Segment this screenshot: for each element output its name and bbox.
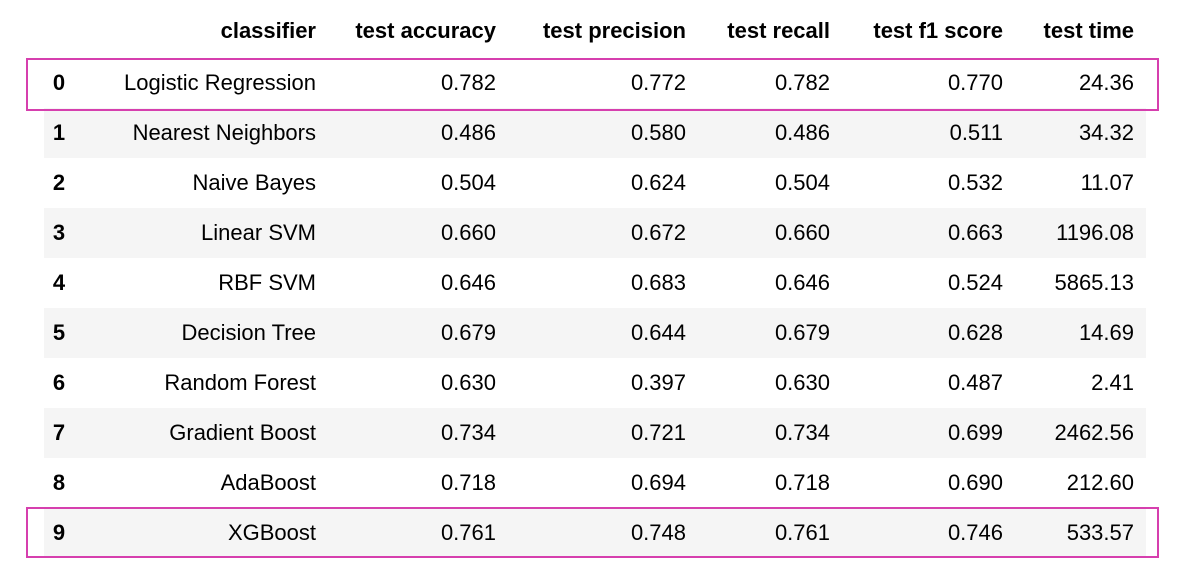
test-accuracy-cell: 0.782 bbox=[440, 70, 496, 95]
table-body: 0 Logistic Regression 0.782 0.772 0.782 0.770… bbox=[44, 58, 1146, 558]
classifier-cell: Gradient Boost bbox=[169, 420, 316, 445]
test-time-cell: 2462.56 bbox=[1054, 420, 1134, 445]
classifier-cell: AdaBoost bbox=[220, 470, 316, 495]
table-row: 6 Random Forest 0.630 0.397 0.630 0.487 2.41 bbox=[44, 358, 1146, 408]
test-recall-cell: 0.761 bbox=[774, 520, 830, 545]
test-accuracy-cell: 0.504 bbox=[440, 170, 496, 195]
test-recall-cell: 0.718 bbox=[774, 470, 830, 495]
test-precision-cell: 0.772 bbox=[630, 70, 686, 95]
row-index: 1 bbox=[52, 120, 66, 145]
test-accuracy-cell: 0.660 bbox=[440, 220, 496, 245]
classifier-cell: Logistic Regression bbox=[124, 70, 316, 95]
test-precision-cell: 0.683 bbox=[630, 270, 686, 295]
row-index: 9 bbox=[52, 520, 66, 545]
test-recall-cell: 0.486 bbox=[774, 120, 830, 145]
header-classifier: classifier bbox=[220, 18, 316, 43]
table-row: 0 Logistic Regression 0.782 0.772 0.782 0.770… bbox=[44, 58, 1146, 108]
row-index: 4 bbox=[52, 270, 66, 295]
table-row: 8 AdaBoost 0.718 0.694 0.718 0.690 212.60 bbox=[44, 458, 1146, 508]
row-index: 6 bbox=[52, 370, 66, 395]
test-precision-cell: 0.721 bbox=[630, 420, 686, 445]
row-index: 5 bbox=[52, 320, 66, 345]
header-test-f1-score: test f1 score bbox=[873, 18, 1003, 43]
test-time-cell: 2.41 bbox=[1091, 370, 1134, 395]
results-table: classifier test accuracy test precision … bbox=[44, 8, 1146, 558]
test-f1-score-cell: 0.663 bbox=[947, 220, 1003, 245]
test-f1-score-cell: 0.699 bbox=[947, 420, 1003, 445]
test-recall-cell: 0.646 bbox=[774, 270, 830, 295]
classifier-cell: Random Forest bbox=[164, 370, 316, 395]
table-row: 9 XGBoost 0.761 0.748 0.761 0.746 533.57 bbox=[44, 508, 1146, 558]
header-test-precision: test precision bbox=[542, 18, 686, 43]
table-row: 5 Decision Tree 0.679 0.644 0.679 0.628 14.69 bbox=[44, 308, 1146, 358]
test-f1-score-cell: 0.690 bbox=[947, 470, 1003, 495]
test-recall-cell: 0.630 bbox=[774, 370, 830, 395]
test-f1-score-cell: 0.524 bbox=[947, 270, 1003, 295]
test-accuracy-cell: 0.679 bbox=[440, 320, 496, 345]
test-precision-cell: 0.672 bbox=[630, 220, 686, 245]
test-f1-score-cell: 0.532 bbox=[947, 170, 1003, 195]
test-time-cell: 1196.08 bbox=[1056, 220, 1134, 245]
test-f1-score-cell: 0.746 bbox=[947, 520, 1003, 545]
test-precision-cell: 0.694 bbox=[630, 470, 686, 495]
table-row: 3 Linear SVM 0.660 0.672 0.660 0.663 1196.08 bbox=[44, 208, 1146, 258]
test-recall-cell: 0.734 bbox=[774, 420, 830, 445]
test-accuracy-cell: 0.718 bbox=[440, 470, 496, 495]
table-header-row: classifier test accuracy test precision … bbox=[44, 8, 1146, 58]
test-time-cell: 212.60 bbox=[1066, 470, 1134, 495]
test-f1-score-cell: 0.487 bbox=[947, 370, 1003, 395]
test-time-cell: 533.57 bbox=[1066, 520, 1134, 545]
header-test-accuracy: test accuracy bbox=[355, 18, 496, 43]
test-time-cell: 5865.13 bbox=[1054, 270, 1134, 295]
test-precision-cell: 0.748 bbox=[630, 520, 686, 545]
test-time-cell: 11.07 bbox=[1080, 170, 1134, 195]
header-test-time: test time bbox=[1043, 18, 1134, 43]
row-index: 7 bbox=[52, 420, 66, 445]
test-recall-cell: 0.504 bbox=[774, 170, 830, 195]
header-test-recall: test recall bbox=[727, 18, 830, 43]
test-time-cell: 14.69 bbox=[1078, 320, 1134, 345]
table-row: 1 Nearest Neighbors 0.486 0.580 0.486 0.511 34… bbox=[44, 108, 1146, 158]
test-precision-cell: 0.624 bbox=[630, 170, 686, 195]
table-row: 2 Naive Bayes 0.504 0.624 0.504 0.532 11.07 bbox=[44, 158, 1146, 208]
test-f1-score-cell: 0.511 bbox=[949, 120, 1003, 145]
classifier-cell: Decision Tree bbox=[181, 320, 316, 345]
test-precision-cell: 0.580 bbox=[630, 120, 686, 145]
test-precision-cell: 0.644 bbox=[630, 320, 686, 345]
test-accuracy-cell: 0.486 bbox=[440, 120, 496, 145]
classifier-cell: XGBoost bbox=[227, 520, 316, 545]
test-recall-cell: 0.679 bbox=[774, 320, 830, 345]
table-row: 7 Gradient Boost 0.734 0.721 0.734 0.699 2462.… bbox=[44, 408, 1146, 458]
test-accuracy-cell: 0.734 bbox=[440, 420, 496, 445]
test-accuracy-cell: 0.646 bbox=[440, 270, 496, 295]
classifier-cell: RBF SVM bbox=[218, 270, 316, 295]
test-f1-score-cell: 0.770 bbox=[947, 70, 1003, 95]
classifier-cell: Linear SVM bbox=[201, 220, 316, 245]
test-precision-cell: 0.397 bbox=[630, 370, 686, 395]
test-recall-cell: 0.660 bbox=[774, 220, 830, 245]
row-index: 3 bbox=[52, 220, 66, 245]
classifier-cell: Nearest Neighbors bbox=[132, 120, 316, 145]
table-row: 4 RBF SVM 0.646 0.683 0.646 0.524 5865.13 bbox=[44, 258, 1146, 308]
test-recall-cell: 0.782 bbox=[774, 70, 830, 95]
test-f1-score-cell: 0.628 bbox=[947, 320, 1003, 345]
classifier-cell: Naive Bayes bbox=[192, 170, 316, 195]
test-accuracy-cell: 0.630 bbox=[440, 370, 496, 395]
test-time-cell: 24.36 bbox=[1078, 70, 1134, 95]
row-index: 2 bbox=[52, 170, 66, 195]
test-accuracy-cell: 0.761 bbox=[440, 520, 496, 545]
row-index: 0 bbox=[52, 70, 66, 95]
test-time-cell: 34.32 bbox=[1078, 120, 1134, 145]
row-index: 8 bbox=[52, 470, 66, 495]
